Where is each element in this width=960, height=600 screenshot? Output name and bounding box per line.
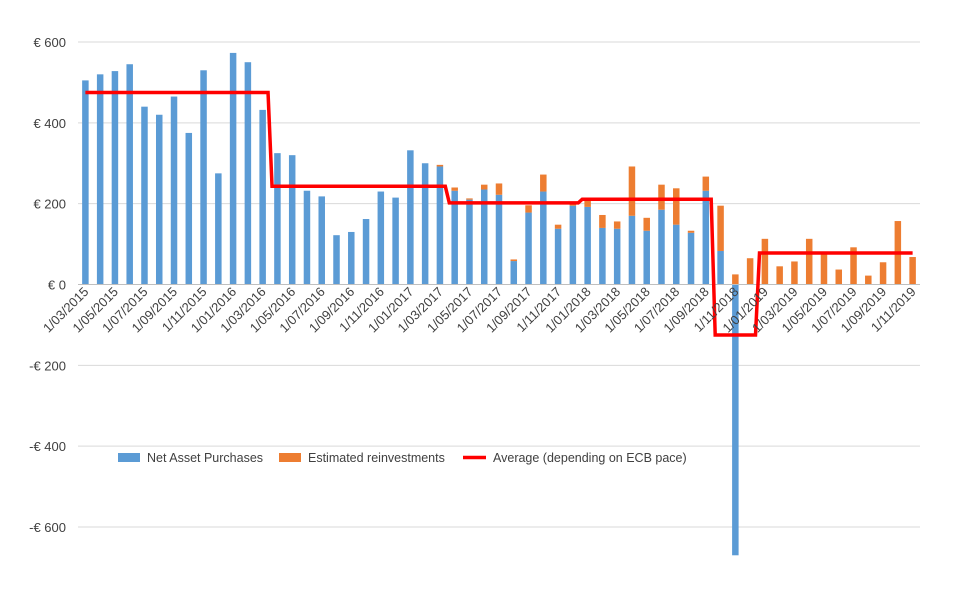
legend-swatch-net-asset-purchases: [118, 453, 140, 462]
bar-estimated-reinvestments: [909, 257, 916, 285]
bar-estimated-reinvestments: [702, 176, 710, 191]
bar-net-asset-purchases: [274, 153, 281, 285]
bar-estimated-reinvestments: [820, 253, 828, 285]
bar-net-asset-purchases: [377, 191, 385, 285]
bar-net-asset-purchases: [436, 166, 444, 285]
bar-net-asset-purchases: [82, 80, 89, 285]
y-tick-label: € 400: [33, 116, 66, 131]
y-axis: -€ 600 -€ 400 -€ 200 € 0 € 200 € 400 € 600: [29, 35, 66, 535]
bar-estimated-reinvestments: [643, 217, 650, 231]
bar-net-asset-purchases: [200, 70, 207, 285]
bar-net-asset-purchases: [215, 173, 222, 285]
bar-estimated-reinvestments: [865, 275, 872, 285]
bar-net-asset-purchases: [318, 196, 325, 285]
bar-net-asset-purchases: [702, 190, 710, 285]
y-tick-label: -€ 600: [29, 520, 66, 535]
bar-net-asset-purchases: [480, 189, 488, 285]
bar-estimated-reinvestments: [436, 164, 444, 167]
bar-estimated-reinvestments: [776, 266, 783, 285]
average-line: [85, 90, 913, 337]
bar-net-asset-purchases: [259, 109, 266, 285]
bar-net-asset-purchases: [599, 227, 606, 285]
bar-estimated-reinvestments: [466, 198, 473, 200]
bar-net-asset-purchases: [348, 231, 355, 285]
bar-estimated-reinvestments: [717, 205, 724, 251]
bar-estimated-reinvestments: [687, 230, 695, 233]
bar-estimated-reinvestments: [599, 214, 606, 228]
bar-net-asset-purchases: [451, 190, 458, 285]
bar-net-asset-purchases: [643, 230, 650, 285]
bar-net-asset-purchases: [540, 191, 547, 285]
bar-net-asset-purchases: [525, 212, 532, 285]
legend-swatch-estimated-reinvestments: [279, 453, 301, 462]
bar-net-asset-purchases: [510, 261, 518, 285]
bar-estimated-reinvestments: [732, 274, 739, 285]
bar-net-asset-purchases: [407, 150, 414, 285]
legend-label-average: Average (depending on ECB pace): [493, 451, 687, 465]
bar-net-asset-purchases: [421, 163, 429, 285]
bar-estimated-reinvestments: [554, 224, 562, 229]
bar-net-asset-purchases: [96, 74, 104, 285]
bar-net-asset-purchases: [111, 71, 119, 285]
bar-net-asset-purchases: [170, 96, 178, 285]
bar-net-asset-purchases: [155, 114, 163, 285]
bar-estimated-reinvestments: [540, 174, 547, 192]
bar-net-asset-purchases: [658, 209, 665, 285]
bar-net-asset-purchases: [717, 250, 724, 285]
legend-label-estimated-reinvestments: Estimated reinvestments: [308, 451, 445, 465]
bar-net-asset-purchases: [584, 206, 591, 285]
bar-net-asset-purchases: [303, 190, 311, 285]
y-tick-label: € 600: [33, 35, 66, 50]
bar-estimated-reinvestments: [791, 261, 798, 285]
bar-estimated-reinvestments: [673, 188, 680, 225]
bar-estimated-reinvestments: [451, 187, 458, 191]
bar-estimated-reinvestments: [746, 258, 754, 285]
bar-estimated-reinvestments: [835, 269, 843, 285]
bar-estimated-reinvestments: [510, 259, 518, 262]
bar-net-asset-purchases: [732, 284, 739, 556]
bar-estimated-reinvestments: [495, 183, 503, 195]
bar-net-asset-purchases: [569, 205, 577, 285]
bar-net-asset-purchases: [185, 132, 193, 285]
average-line-group: [85, 90, 913, 337]
bar-estimated-reinvestments: [850, 247, 857, 285]
bar-estimated-reinvestments: [658, 184, 665, 210]
bar-net-asset-purchases: [141, 106, 148, 285]
bar-net-asset-purchases: [126, 64, 133, 285]
bar-net-asset-purchases: [333, 235, 340, 285]
bar-net-asset-purchases: [687, 232, 695, 285]
bar-net-asset-purchases: [673, 224, 680, 285]
bar-estimated-reinvestments: [628, 166, 636, 216]
bar-estimated-reinvestments: [879, 262, 887, 285]
legend: Net Asset Purchases Estimated reinvestme…: [118, 451, 687, 465]
bar-net-asset-purchases: [554, 228, 562, 285]
bar-estimated-reinvestments: [761, 238, 769, 285]
bar-net-asset-purchases: [244, 62, 252, 285]
bar-net-asset-purchases: [495, 194, 503, 285]
bar-estimated-reinvestments: [805, 238, 813, 285]
legend-label-net-asset-purchases: Net Asset Purchases: [147, 451, 263, 465]
bar-net-asset-purchases: [466, 199, 473, 285]
y-tick-label: € 0: [48, 278, 66, 293]
bars: [82, 52, 916, 556]
bar-net-asset-purchases: [229, 52, 237, 285]
bar-estimated-reinvestments: [584, 199, 591, 207]
bar-estimated-reinvestments: [613, 221, 621, 229]
y-tick-label: -€ 400: [29, 439, 66, 454]
bar-net-asset-purchases: [392, 197, 399, 285]
bar-net-asset-purchases: [628, 215, 636, 285]
bar-estimated-reinvestments: [525, 205, 532, 213]
y-tick-label: € 200: [33, 197, 66, 212]
bar-net-asset-purchases: [362, 219, 370, 285]
bar-net-asset-purchases: [613, 228, 621, 285]
y-tick-label: -€ 200: [29, 358, 66, 373]
bar-net-asset-purchases: [288, 155, 296, 285]
bar-estimated-reinvestments: [480, 184, 488, 190]
